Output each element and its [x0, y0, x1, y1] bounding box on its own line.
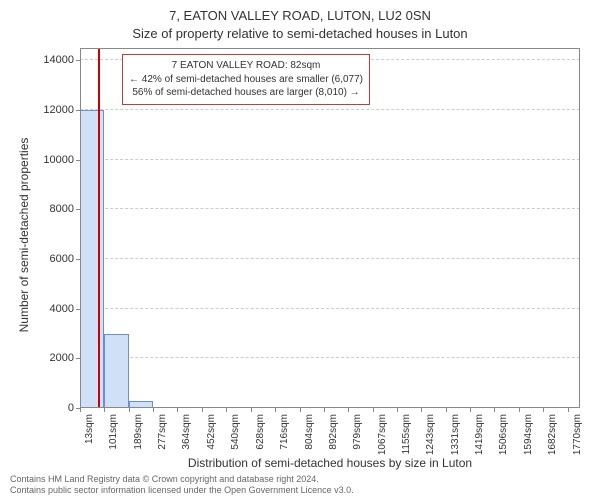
x-tick-mark	[129, 408, 130, 412]
x-tick-mark	[251, 408, 252, 412]
y-tick-label: 0	[30, 402, 74, 414]
x-tick-mark	[177, 408, 178, 412]
x-tick-mark	[494, 408, 495, 412]
x-tick-mark	[104, 408, 105, 412]
y-tick-label: 2000	[30, 352, 74, 364]
y-tick-label: 12000	[30, 104, 74, 116]
x-tick-mark	[202, 408, 203, 412]
x-tick-mark	[470, 408, 471, 412]
chart-title-line2: Size of property relative to semi-detach…	[0, 26, 600, 41]
y-axis-label: Number of semi-detached properties	[17, 55, 31, 415]
y-tick-label: 4000	[30, 303, 74, 315]
footer-line2: Contains public sector information licen…	[10, 485, 354, 496]
x-tick-mark	[80, 408, 81, 412]
chart-title-line1: 7, EATON VALLEY ROAD, LUTON, LU2 0SN	[0, 8, 600, 23]
x-tick-mark	[226, 408, 227, 412]
x-tick-mark	[348, 408, 349, 412]
x-tick-mark	[543, 408, 544, 412]
y-tick-label: 8000	[30, 203, 74, 215]
y-tick-label: 14000	[30, 54, 74, 66]
x-tick-mark	[300, 408, 301, 412]
x-tick-mark	[421, 408, 422, 412]
x-tick-mark	[153, 408, 154, 412]
x-tick-mark	[275, 408, 276, 412]
x-axis-label: Distribution of semi-detached houses by …	[80, 456, 580, 470]
footer-line1: Contains HM Land Registry data © Crown c…	[10, 474, 354, 485]
x-tick-mark	[568, 408, 569, 412]
x-tick-mark	[446, 408, 447, 412]
plot-area: 7 EATON VALLEY ROAD: 82sqm ← 42% of semi…	[80, 48, 580, 408]
y-tick-label: 6000	[30, 253, 74, 265]
plot-border	[80, 48, 580, 408]
chart-container: 7, EATON VALLEY ROAD, LUTON, LU2 0SN Siz…	[0, 0, 600, 500]
x-tick-mark	[519, 408, 520, 412]
y-axis-label-wrap: Number of semi-detached properties	[14, 48, 28, 408]
footer-credits: Contains HM Land Registry data © Crown c…	[10, 474, 354, 496]
x-tick-mark	[373, 408, 374, 412]
y-tick-label: 10000	[30, 154, 74, 166]
x-tick-mark	[397, 408, 398, 412]
x-tick-mark	[324, 408, 325, 412]
